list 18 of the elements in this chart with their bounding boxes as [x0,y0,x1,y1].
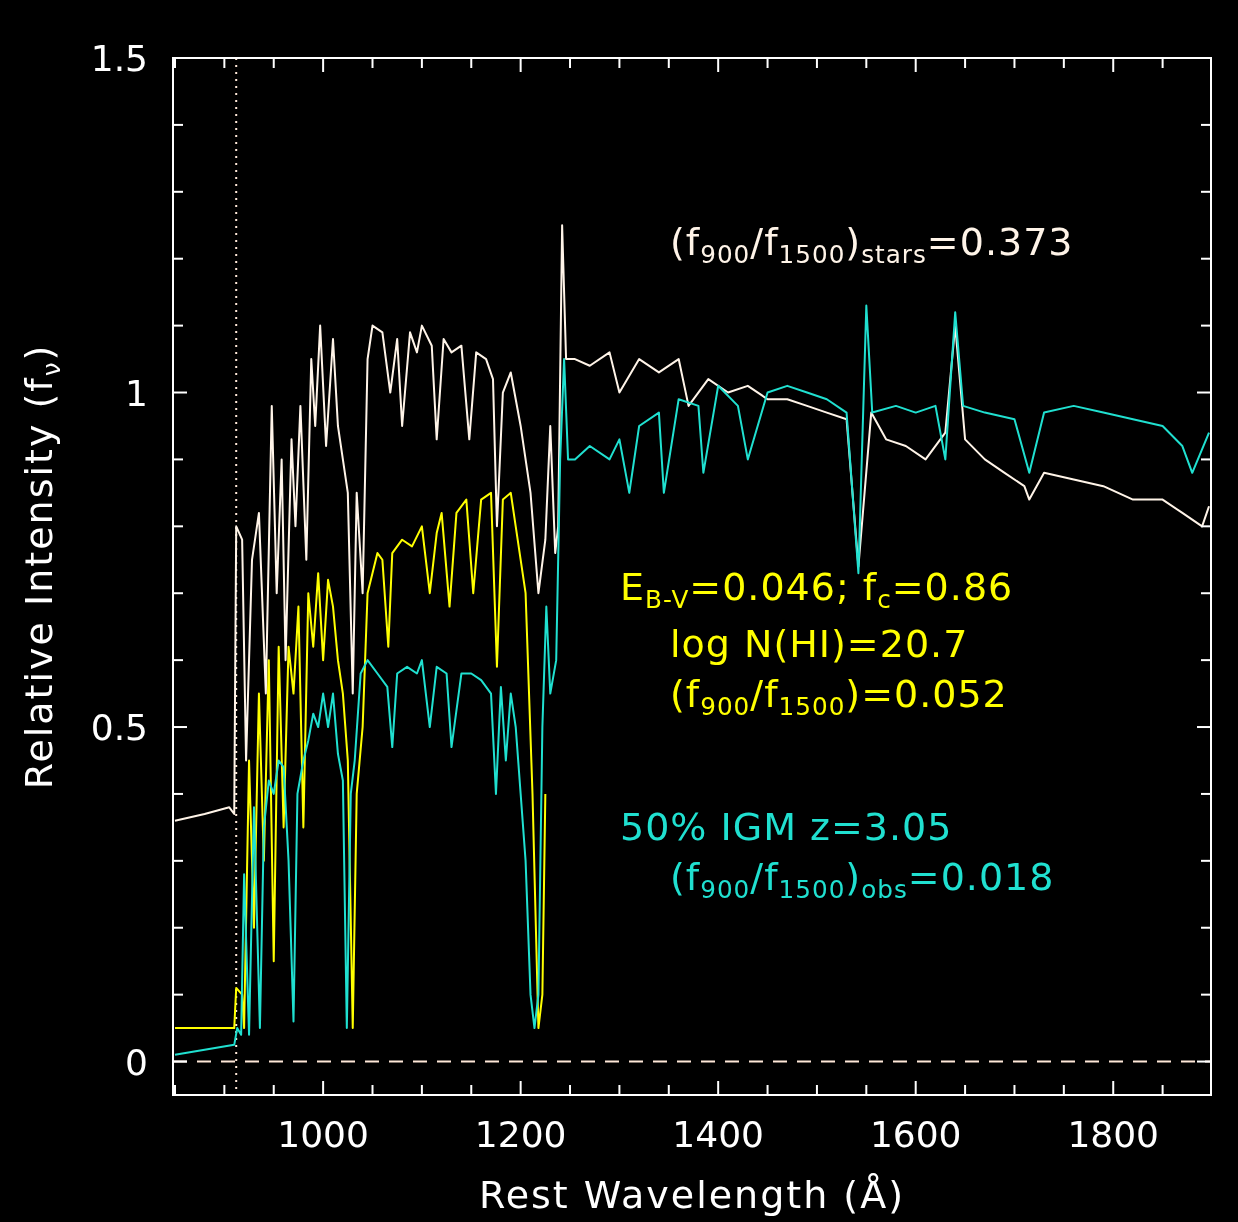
annotation: (f$_{900}$/f$_{1500}$)$_{stars}$=0.373 [670,220,1074,269]
x-axis-title: Rest Wavelength (Å) [479,1173,905,1217]
annotation: log N(HI)=20.7 [670,622,969,666]
x-tick-label: 1000 [277,1114,369,1155]
y-tick-label: 1.5 [90,38,148,79]
annotation: 50% IGM z=3.05 [620,805,953,849]
x-tick-label: 1400 [672,1114,764,1155]
annotation: E$_{B-V}$=0.046; f$_{c}$=0.86 [620,565,1014,614]
line-series [173,304,1211,1056]
annotation: (f$_{900}$/f$_{1500}$)=0.052 [670,672,1008,721]
y-tick-label: 0.5 [90,707,148,749]
x-tick-label: 1800 [1067,1114,1160,1155]
x-tick-label: 1200 [474,1114,567,1155]
x-tick-label: 1600 [869,1114,962,1155]
y-tick-label: 1 [125,372,148,414]
line-series [173,491,547,1030]
y-tick-label: 0 [125,1041,148,1083]
annotation: (f$_{900}$/f$_{1500}$)$_{obs}$=0.018 [670,855,1055,904]
